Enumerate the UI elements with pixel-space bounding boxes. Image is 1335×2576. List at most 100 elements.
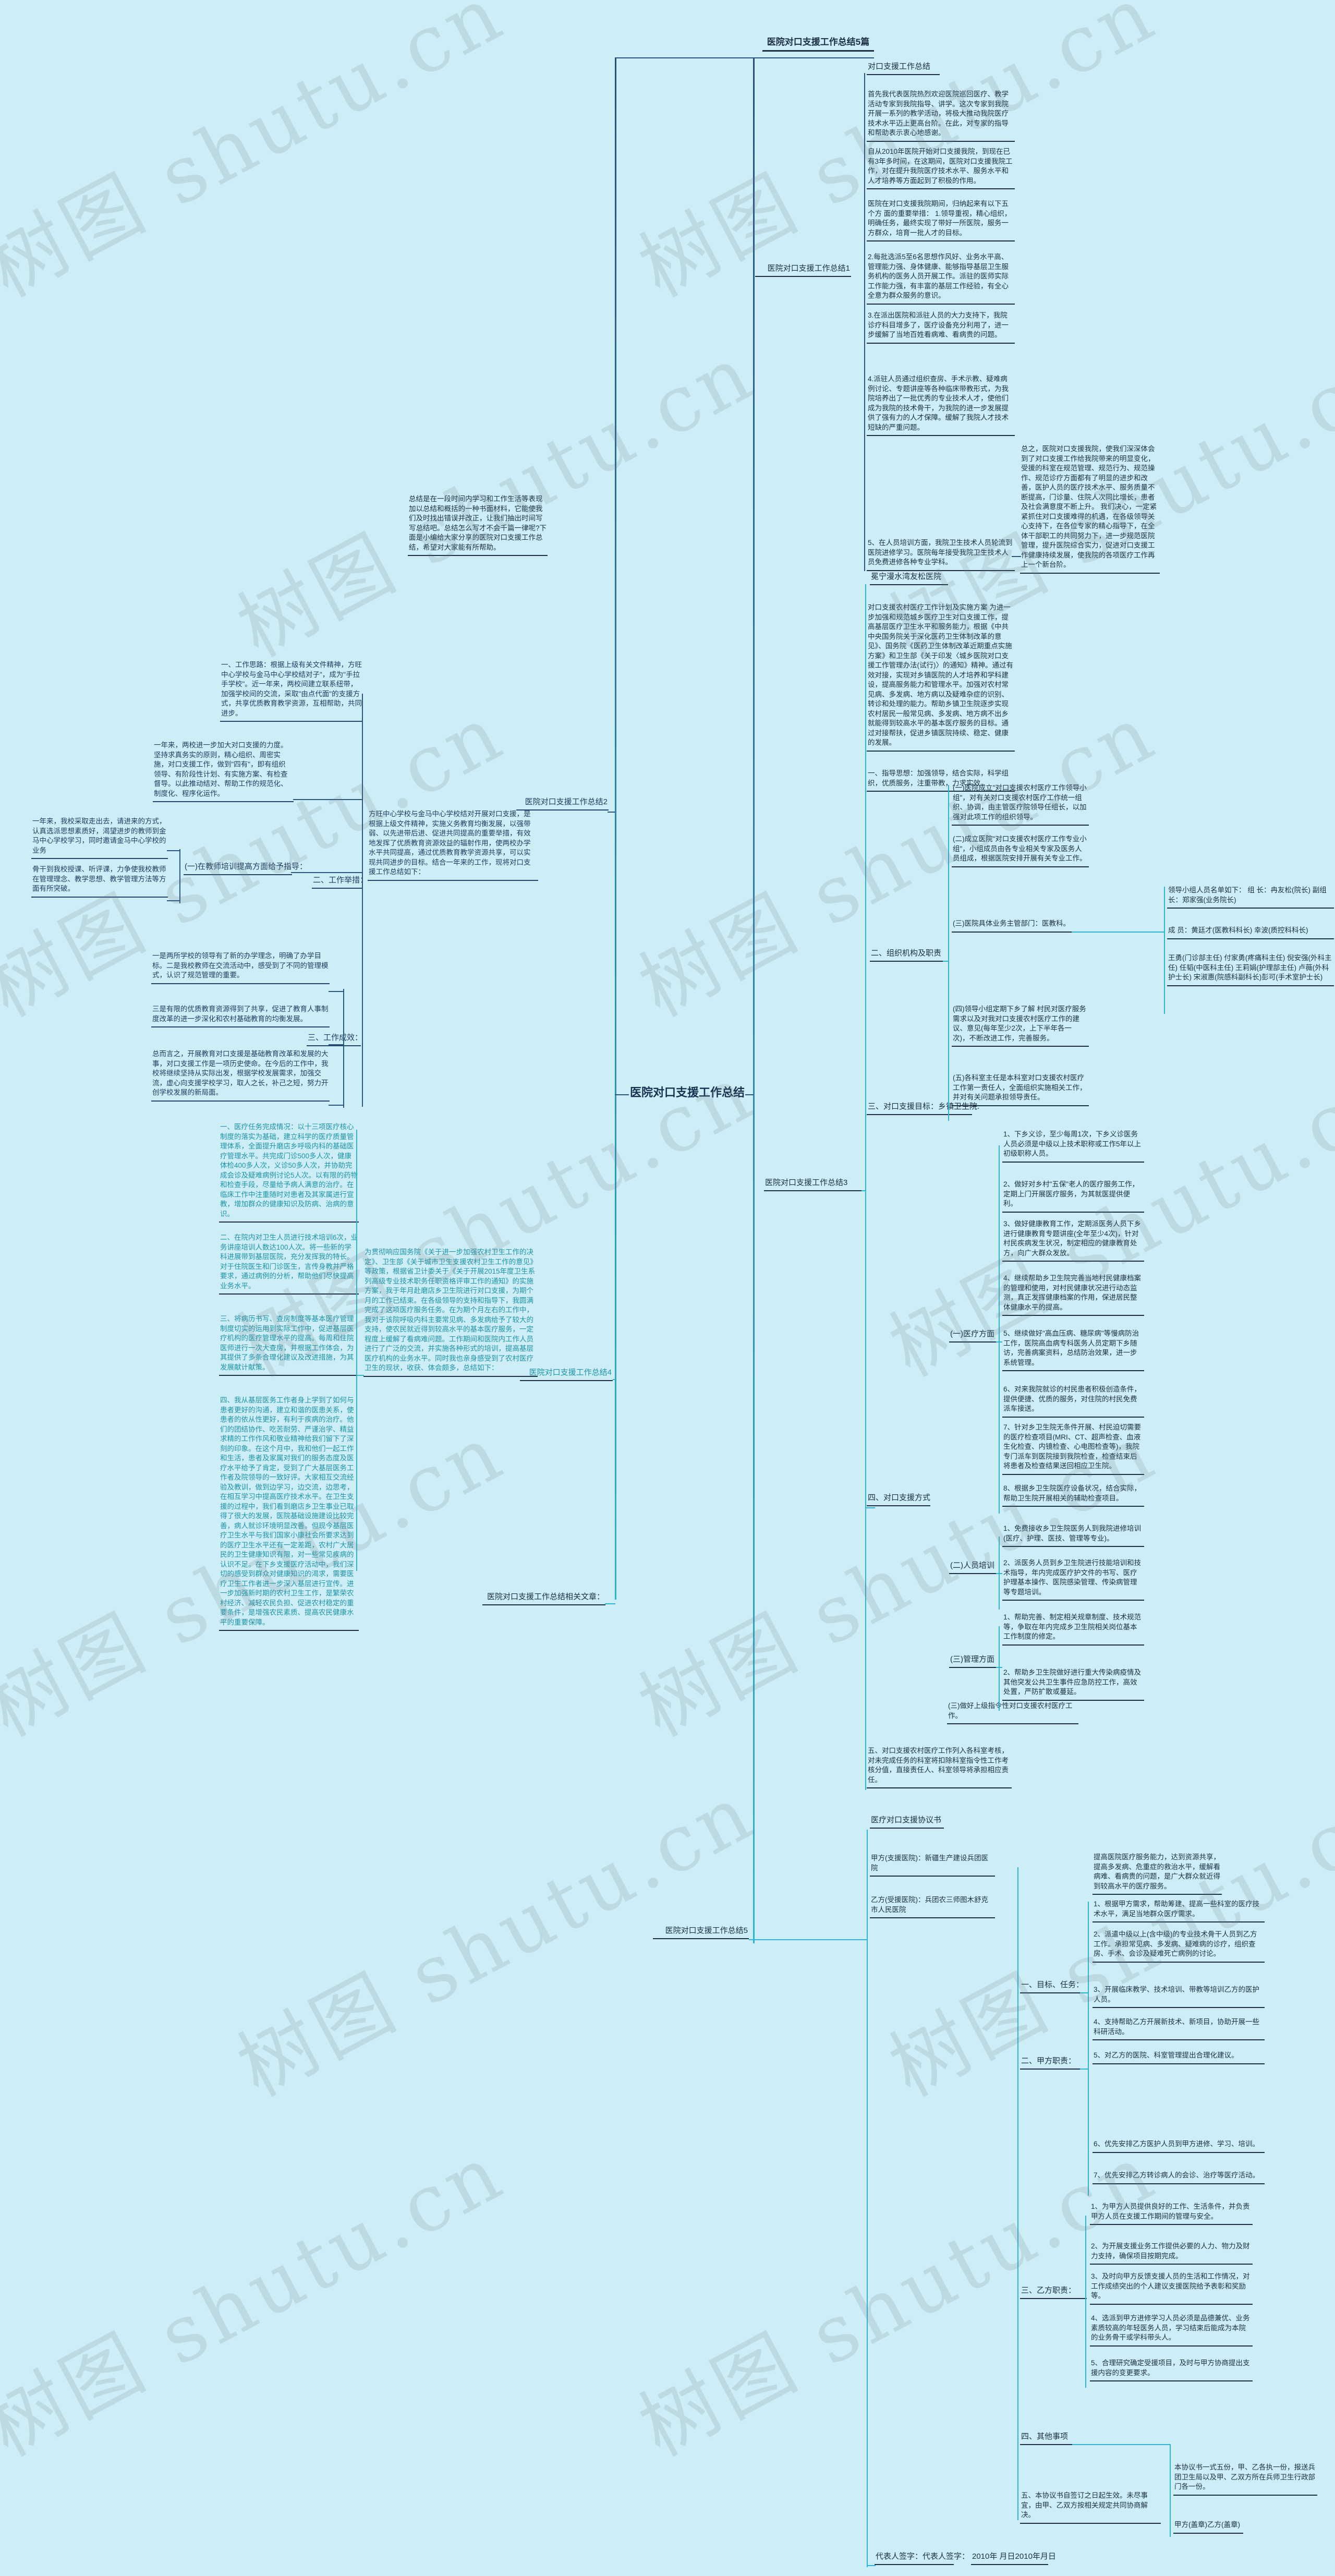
connector-line bbox=[866, 1507, 875, 1508]
connector-line bbox=[1072, 2444, 1171, 2445]
topic-node-b4i4[interactable]: 四、我从基层医务工作者身上学到了如何与患者更好的沟通，建立和谐的医患关系，使患者… bbox=[219, 1396, 359, 1631]
branch-label-b5db[interactable]: 代表人签字：代表人签字： bbox=[875, 2551, 969, 2565]
topic-node-b3s2a5[interactable]: (五)各科室主任是本科室对口支援农村医疗工作第一责任人，全面组织实施相关工作，并… bbox=[952, 1073, 1089, 1106]
topic-node-b1p3[interactable]: 医院在对口支援我院期间，归纳起来有以下五个方 面的重要举措： 1.领导重视，精心… bbox=[867, 199, 1015, 241]
topic-node-b3p5[interactable]: 五、对口支援农村医疗工作列入各科室考核，对未完成任务的科室将扣除科室指令性工作考… bbox=[867, 1746, 1012, 1788]
branch-label-b3s4b[interactable]: (二)人员培训 bbox=[949, 1561, 997, 1574]
topic-node-b1sum[interactable]: 总之，医院对口支援我院，使我们深深体会到了对口支援工作给我院带来的明显变化，受援… bbox=[1020, 444, 1160, 574]
topic-node-b3m6[interactable]: 6、对来我院就诊的村民患者积极创造条件，提供便捷、优质的服务，对住院的村民免费派… bbox=[1002, 1385, 1144, 1418]
topic-node-b3n2[interactable]: 成 员：黄廷才(医教科科长) 幸波(质控科科长) bbox=[1167, 926, 1334, 939]
topic-node-b4i2[interactable]: 二、在院内对卫生人员进行技术培训6次，业务讲座培训人数达100人次。将一些新的学… bbox=[219, 1233, 359, 1295]
topic-node-b3m3[interactable]: 3、做好健康教育工作，定期派医务人员下乡进行健康教育专题讲座(全年至少4次)，针… bbox=[1002, 1219, 1144, 1262]
topic-node-b5y3[interactable]: 3、及时向甲方反馈支援人员的生活和工作情况，对工作成绩突出的个人建议支援医院给予… bbox=[1090, 2272, 1253, 2305]
connector-line bbox=[293, 799, 362, 800]
connector-line bbox=[867, 2565, 876, 2566]
branch-label-b5h[interactable]: 医疗对口支援协议书 bbox=[870, 1815, 944, 1829]
topic-node-b2c3a1[interactable]: 一年来，我校采取走出去，请进来的方式，认真选派思想素质好，渴望进步的教师到金马中… bbox=[31, 817, 168, 859]
topic-node-b3m8[interactable]: 8、根据乡卫生院医疗设备状况，结合实际，帮助卫生院开展相关的辅助检查项目。 bbox=[1002, 1484, 1144, 1507]
branch-label-b3h[interactable]: 冕宁漫水湾友松医院 bbox=[870, 572, 948, 585]
topic-node-b2c2[interactable]: 一年来，两校进一步加大对口支援的力度。坚持求真务实的原则，精心组织、周密实施，对… bbox=[153, 741, 294, 802]
topic-node-b4i3[interactable]: 三、将病历书写、查房制度等基本医疗管理制度切实的运用到实际工作中，促进基层医疗机… bbox=[219, 1314, 359, 1376]
topic-node-intro[interactable]: 总结是在一段时间内学习和工作生活等表现加以总结和概括的一种书面材料，它能使我们及… bbox=[408, 494, 548, 556]
branch-label-b2c3[interactable]: 二、工作举措： bbox=[312, 875, 368, 889]
connector-line bbox=[608, 812, 615, 813]
branch-label-b2c3a[interactable]: (一)在教师培训提高方面给予指导： bbox=[184, 862, 307, 875]
branch-label-b3p3[interactable]: 三、对口支援目标：乡镇卫生院. bbox=[867, 1102, 979, 1115]
topic-node-b3n3[interactable]: 王勇(门诊部主任) 付家勇(疼痛科主任) 倪安强(外科主任) 任韬(中医科主任)… bbox=[1167, 953, 1334, 986]
topic-node-b5j3[interactable]: 3、开展临床教学、技术培训、带教等培训乙方的医护人员。 bbox=[1093, 1985, 1265, 2008]
topic-node-b3s2a2[interactable]: (二)成立医院"对口支援农村医疗工作专业小组"，小组成员由各专业相关专家及医务人… bbox=[952, 835, 1089, 867]
topic-node-b3s4d[interactable]: (三)做好上级指令性对口支援农村医疗工作。 bbox=[947, 1701, 1078, 1724]
connector-line bbox=[1017, 1867, 1018, 2520]
topic-node-b1p6[interactable]: 4.派驻人员通过组织查房、手术示教、疑难病例讨论、专题讲座等各种临床带教形式，为… bbox=[867, 374, 1015, 436]
topic-node-b1p1[interactable]: 首先我代表医院热烈欢迎医院巡回医疗、教学活动专家到我院指导、讲学。这次专家到我院… bbox=[867, 90, 1015, 142]
topic-node-b5j5[interactable]: 5、对乙方的医院、科室管理提出合理化建议。 bbox=[1093, 2051, 1265, 2064]
topic-node-b5j7[interactable]: 7、优先安排乙方转诊病人的会诊、治疗等医疗活动。 bbox=[1093, 2171, 1265, 2184]
topic-node-b1p4[interactable]: 2.每批选派5至6名思想作风好、业务水平高、管理能力强、身体健康、能够指导基层卫… bbox=[867, 252, 1015, 305]
topic-node-b3s2a4[interactable]: (四)领导小组定期下乡了解 村民对医疗服务需求以及对我对口支援农村医疗工作的建议… bbox=[952, 1005, 1089, 1047]
topic-node-b1p2[interactable]: 自从2010年医院开始对口支援我院，到现在已有3年多时间，在这期间，医院对口支援… bbox=[867, 147, 1015, 189]
branch-label-b2[interactable]: 医院对口支援工作总结2 bbox=[516, 797, 609, 811]
branch-label-b3s4c[interactable]: (三)管理方面 bbox=[949, 1654, 997, 1668]
topic-node-b3m1[interactable]: 1、下乡义诊，至少每周1次，下乡义诊医务人员必须是中级以上技术职称或工作5年以上… bbox=[1002, 1130, 1144, 1163]
branch-label-b3s4[interactable]: 四、对口支援方式 bbox=[867, 1493, 930, 1506]
map-title[interactable]: 医院对口支援工作总结5篇 bbox=[762, 37, 874, 52]
topic-node-b3m2[interactable]: 2、做好对乡村"五保"老人的医疗服务工作，定期上门开展医疗服务，为其就医提供便利… bbox=[1002, 1180, 1144, 1213]
topic-node-b1p7[interactable]: 5、在人员培训方面，我院卫生技术人员轮流到医院进修学习。医院每年接受我院卫生技术… bbox=[867, 538, 1015, 571]
topic-node-b5j6[interactable]: 6、优先安排乙方医护人员到甲方进修、学习、培训。 bbox=[1093, 2139, 1265, 2153]
topic-node-b5qt1[interactable]: 本协议书一式五份，甲、乙各执一份，报送兵团卫生局以及甲、乙双方所在兵师卫生行政部… bbox=[1173, 2463, 1317, 2496]
topic-node-b3g1[interactable]: 1、帮助完善、制定相关规章制度、技术规范等，争取在年内完成乡卫生院相关岗位基本工… bbox=[1002, 1613, 1144, 1646]
branch-label-b5mb[interactable]: 一、目标、任务： bbox=[1020, 1980, 1084, 1993]
topic-node-b3p0[interactable]: 对口支援农村医疗工作计划及实施方案 为进一步加强和规范城乡医疗卫生对口支援工作，… bbox=[867, 603, 1015, 752]
topic-node-b5jf[interactable]: 甲方(支援医院)：新疆生产建设兵团医院 bbox=[870, 1854, 995, 1877]
topic-node-b3s2a1[interactable]: (一)医院成立"对口支援农村医疗工作领导小组"，对有关对口支援农村医疗工作统一组… bbox=[952, 783, 1089, 826]
connector-line bbox=[1072, 932, 1164, 933]
topic-node-b5y4[interactable]: 4、选派到甲方进修学习人员必须是品德兼优、业务素质较高的年轻医务人员，学习结束后… bbox=[1090, 2314, 1253, 2347]
topic-node-b1p5[interactable]: 3.在派出医院和派驻人员的大力支持下，我院诊疗科目增多了，医疗设备充分利用了，进… bbox=[867, 311, 1015, 344]
connector-line bbox=[999, 1145, 1000, 1514]
topic-node-b5j1[interactable]: 1、根据甲方需求，帮助筹建、提高一些科室的医疗技术水平，满足当地群众医疗需求。 bbox=[1093, 1900, 1265, 1922]
branch-label-b5qt[interactable]: 四、其他事项 bbox=[1020, 2432, 1073, 2445]
branch-label-b1h[interactable]: 对口支援工作总结 bbox=[867, 62, 940, 75]
topic-node-b4intro[interactable]: 为贯彻响应国务院《关于进一步加强农村卫生工作的决定》、卫生部《关于城市卫生支援农… bbox=[363, 1248, 538, 1377]
topic-node-b5y1[interactable]: 1、为甲方人员提供良好的工作、生活条件，并负责甲方人员在支援工作期间的管理与安全… bbox=[1090, 2202, 1253, 2225]
branch-label-b5jz[interactable]: 二、甲方职责： bbox=[1020, 2056, 1081, 2070]
topic-node-b5y5[interactable]: 5、合理研究确定受援项目，及时与甲方协商提出支援内容的变更要求。 bbox=[1090, 2359, 1253, 2381]
branch-label-b3[interactable]: 医院对口支援工作总结3 bbox=[764, 1178, 863, 1191]
topic-node-b3m4[interactable]: 4、继续帮助乡卫生院完善当地村民健康档案的管理和使用，对村民健康状况进行动态监测… bbox=[1002, 1274, 1144, 1316]
topic-node-b3m7[interactable]: 7、针对乡卫生院无条件开展、村民迫切需要的医疗检查项目(MRI、CT、超声检查、… bbox=[1002, 1423, 1144, 1475]
root-topic[interactable]: 医院对口支援工作总结 bbox=[629, 1086, 745, 1099]
topic-node-b2c1[interactable]: 一、工作思路：根据上级有关文件精神，方旺中心学校与金马中心学校结对子"，成为"手… bbox=[220, 660, 363, 722]
branch-label-b3s2[interactable]: 二、组织机构及职责 bbox=[870, 948, 944, 962]
topic-node-b2c4a[interactable]: 一是两所学校的领导有了新的办学理念，明确了办学目标。二是我校教师在交流活动中，感… bbox=[151, 951, 330, 984]
branch-label-b4[interactable]: 医院对口支援工作总结4 bbox=[520, 1368, 613, 1381]
topic-node-b3t1[interactable]: 1、免费接收乡卫生院医务人到我院进修培训(医疗、护理、医技、管理等专业)。 bbox=[1002, 1524, 1144, 1547]
branch-label-b2c4[interactable]: 三、工作成效： bbox=[307, 1033, 362, 1046]
topic-node-b2c3a2[interactable]: 骨干到我校授课、听评课，力争使我校教师在管理理念、教学思想、教学管理方法等方面有… bbox=[31, 865, 168, 898]
branch-label-b5dt[interactable]: 2010年 月日2010年月日 bbox=[971, 2551, 1056, 2565]
topic-node-b3n1[interactable]: 领导小组人员名单如下： 组 长：冉友松(院长) 副组长：郑家强(业务院长) bbox=[1167, 886, 1334, 909]
topic-node-b3m5[interactable]: 5、继续做好"高血压病、糖尿病"等慢病防治工作，医院高血病专科医务人员定期下乡随… bbox=[1002, 1329, 1144, 1371]
topic-node-b3t2[interactable]: 2、派医务人员到乡卫生院进行技能培训和技术指导，年内完成医疗护文件的书写、医疗护… bbox=[1002, 1558, 1144, 1601]
topic-node-b2c4c[interactable]: 总而言之，开展教育对口支援是基础教育改革和发展的大事，对口支援工作是一项历史使命… bbox=[151, 1049, 330, 1102]
branch-label-b1[interactable]: 医院对口支援工作总结1 bbox=[755, 263, 851, 277]
topic-node-b2c4b[interactable]: 三是有限的优质教育资源得到了共享，促进了教育人事制度改革的进一步深化和农村基础教… bbox=[151, 1005, 330, 1027]
topic-node-b5wj[interactable]: 五、本协议书自签订之日起生效。未尽事宜，由甲、乙双方按相关规定共同协商解决。 bbox=[1020, 2491, 1161, 2524]
topic-node-b3s2a3[interactable]: (三)医院具体业务主管部门：医教科。 bbox=[952, 919, 1073, 933]
topic-node-b5y2[interactable]: 2、为开展支援业务工作提供必要的人力、物力及财力支持，确保项目按期完成。 bbox=[1090, 2242, 1253, 2265]
branch-label-brel[interactable]: 医院对口支援工作总结相关文章： bbox=[482, 1592, 605, 1605]
branch-label-b5[interactable]: 医院对口支援工作总结5 bbox=[653, 1926, 749, 1939]
topic-node-b3p1[interactable]: 一、指导思想：加强领导，结合实际，科学组织，优质服务，注重带教，力求实效。 bbox=[867, 769, 1015, 792]
topic-node-b5j4[interactable]: 4、支持帮助乙方开展新技术、新项目，协助开展一些科研活动。 bbox=[1093, 2017, 1265, 2040]
topic-node-b3g2[interactable]: 2、帮助乡卫生院做好进行重大传染病疫情及其他突发公共卫生事件应急防控工作，高效处… bbox=[1002, 1668, 1144, 1701]
topic-node-b5j2[interactable]: 2、派遣中级以上(含中级)的专业技术骨干人员到乙方工作。承担常见病、多发病、疑难… bbox=[1093, 1930, 1265, 1963]
topic-node-b5qt2[interactable]: 甲方(盖章)乙方(盖章) bbox=[1173, 2520, 1243, 2534]
topic-node-b4i1[interactable]: 一、医疗任务完成情况：以十三项医疗核心制度的落实为基础，建立科学的医疗质量管理体… bbox=[219, 1122, 359, 1223]
connector-line bbox=[867, 1830, 868, 2567]
topic-node-b5mbc[interactable]: 提高医院医疗服务能力，达到资源共享，提高多发病、危重症的救治水平，缓解看病难、看… bbox=[1093, 1853, 1222, 1895]
topic-node-b5yf[interactable]: 乙方(受援医院)：兵团农三师图木舒克市人民医院 bbox=[870, 1895, 995, 1918]
branch-label-b3s4a[interactable]: (一)医疗方面 bbox=[949, 1329, 997, 1343]
topic-node-b2intro[interactable]: 方旺中心学校与金马中心学校结对开展对口支援，是根据上级文件精神，实施义务教育均衡… bbox=[368, 809, 538, 881]
connector-line bbox=[745, 1094, 754, 1095]
branch-label-b5yz[interactable]: 三、乙方职责： bbox=[1020, 2285, 1087, 2299]
